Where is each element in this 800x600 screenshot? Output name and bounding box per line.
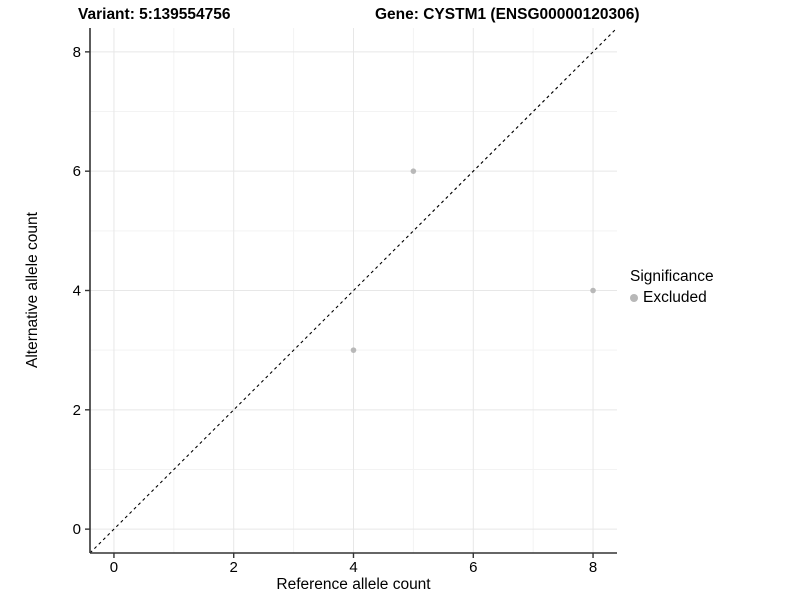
x-tick-label: 0	[110, 559, 118, 576]
legend-item-excluded: Excluded	[630, 289, 714, 307]
y-tick-label: 2	[73, 402, 81, 419]
x-tick-label: 6	[469, 559, 477, 576]
x-axis-title: Reference allele count	[276, 576, 431, 593]
y-tick-label: 0	[73, 521, 81, 538]
plot-title-variant: Variant: 5:139554756	[78, 6, 231, 23]
y-tick-label: 4	[73, 283, 81, 300]
legend: Significance Excluded	[630, 268, 714, 307]
legend-point-swatch	[630, 294, 638, 302]
y-tick-label: 6	[73, 163, 81, 180]
legend-title: Significance	[630, 268, 714, 285]
x-tick-label: 4	[349, 559, 357, 576]
data-point	[410, 168, 417, 174]
plot-title-gene: Gene: CYSTM1 (ENSG00000120306)	[375, 6, 640, 23]
legend-item-label: Excluded	[643, 289, 707, 306]
data-point	[590, 287, 596, 294]
y-axis-title: Alternative allele count	[24, 212, 41, 368]
y-tick-label: 8	[73, 44, 81, 61]
data-point	[350, 347, 357, 353]
x-tick-label: 2	[230, 559, 238, 576]
x-tick-label: 8	[589, 559, 597, 576]
